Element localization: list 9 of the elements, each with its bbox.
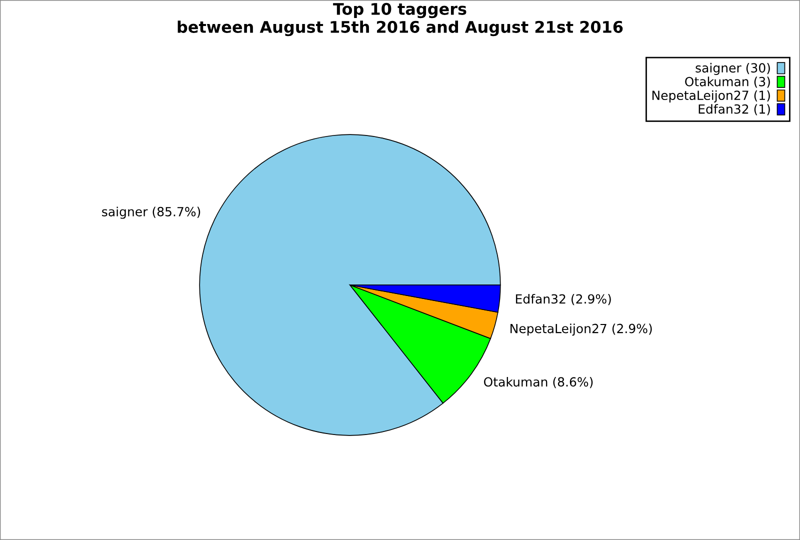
data-label: saigner (85.7%) bbox=[102, 206, 200, 219]
data-label: NepetaLeijon27 (2.9%) bbox=[510, 324, 652, 336]
chart-title: Top 10 taggers between August 15th 2016 and August 21st 2016 bbox=[178, 2, 623, 36]
legend-label: saigner (30) bbox=[696, 62, 770, 76]
data-label: Otakuman (8.6%) bbox=[484, 376, 593, 388]
legend-label: Edfan32 (1) bbox=[698, 104, 770, 116]
legend-label: Otakuman (3) bbox=[685, 76, 770, 88]
legend-label: NepetaLeijon27 (1) bbox=[652, 90, 770, 102]
data-label: Edfan32 (2.9%) bbox=[516, 294, 611, 306]
